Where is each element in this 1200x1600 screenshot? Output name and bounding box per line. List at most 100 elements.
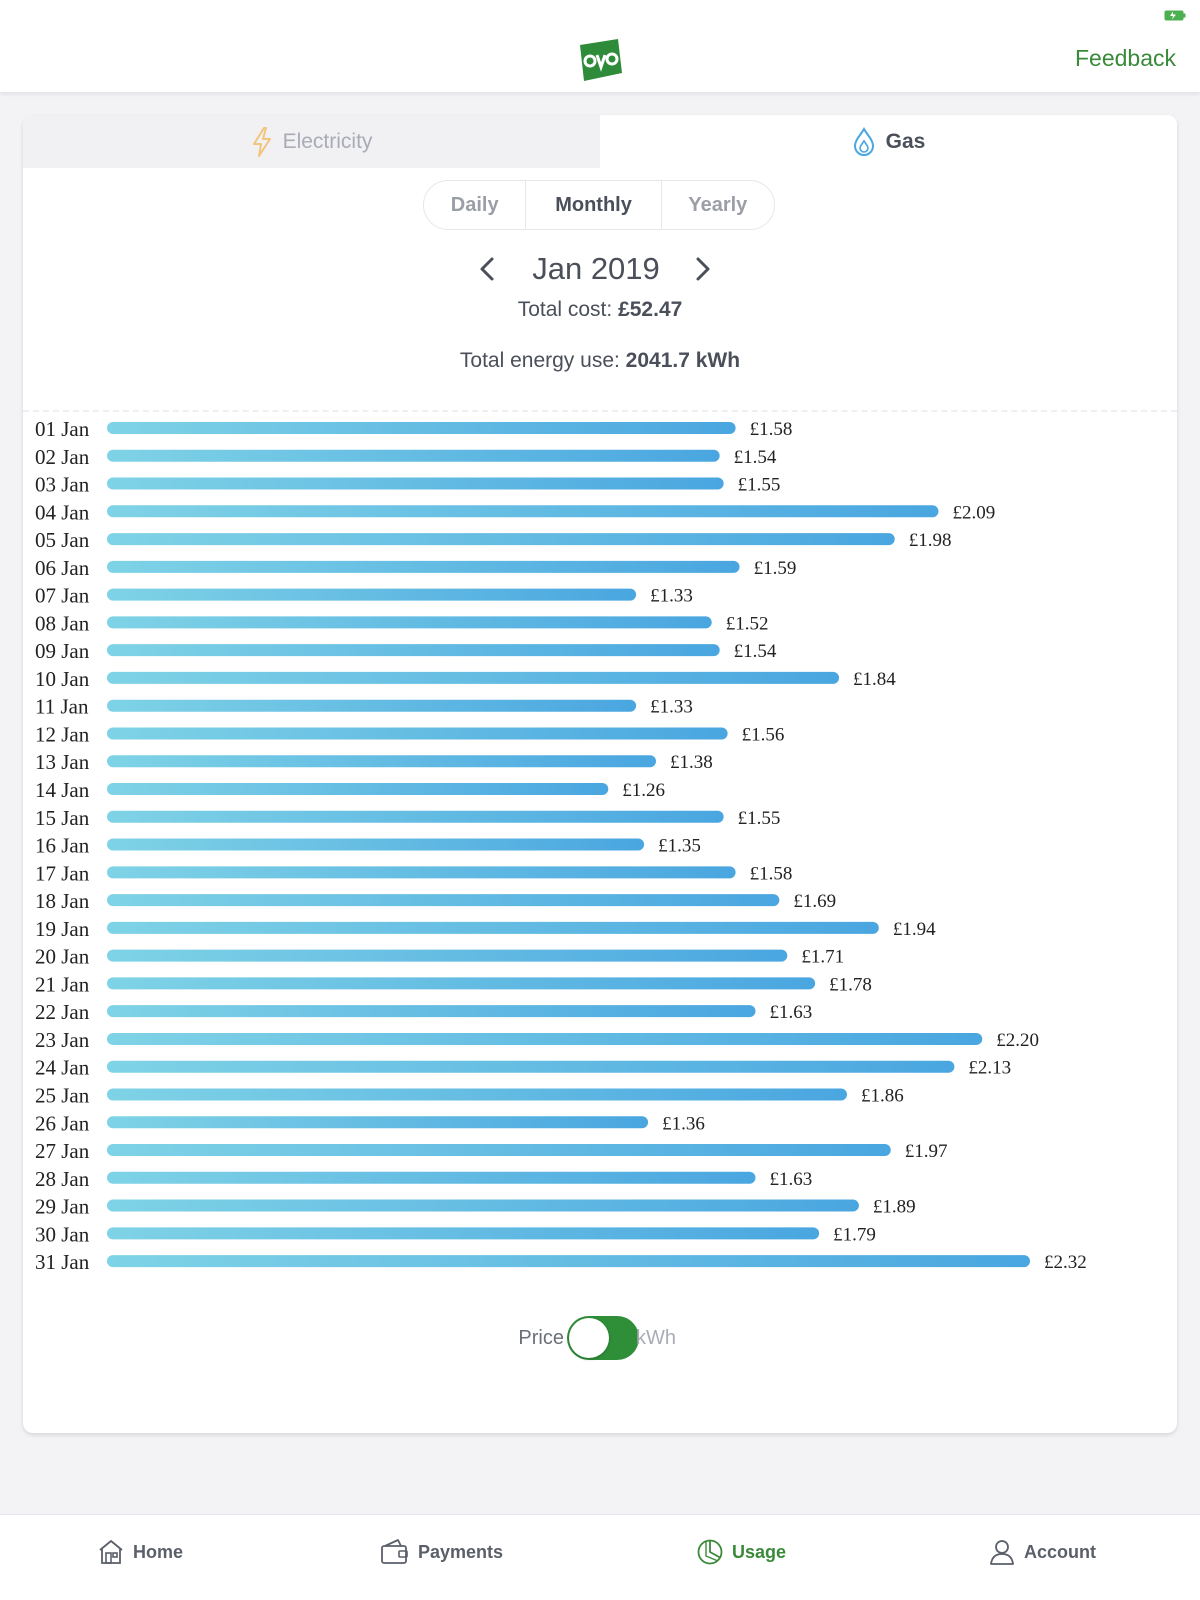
- bottom-navigation: Home Payments Usage Account: [0, 1514, 1200, 1600]
- bar[interactable]: [107, 977, 816, 990]
- lightning-icon: [252, 126, 271, 157]
- bar[interactable]: [107, 1227, 820, 1240]
- bar[interactable]: [107, 755, 657, 768]
- nav-account[interactable]: Account: [988, 1535, 1096, 1569]
- battery-icon: [1164, 10, 1186, 21]
- bar[interactable]: [107, 477, 724, 490]
- bar-value-label: £2.32: [1044, 1252, 1087, 1273]
- total-energy-label: Total energy use:: [459, 349, 626, 372]
- bar[interactable]: [107, 616, 712, 629]
- bar-value-label: £1.33: [650, 697, 693, 718]
- bar-category-label: 25 Jan: [35, 1083, 90, 1107]
- bar-category-label: 10 Jan: [35, 667, 90, 691]
- bar[interactable]: [107, 671, 840, 684]
- bar-category-label: 02 Jan: [35, 445, 90, 469]
- bar[interactable]: [107, 810, 724, 823]
- bar-value-label: £1.98: [909, 530, 952, 551]
- bar-category-label: 11 Jan: [35, 695, 89, 719]
- month-label: Jan 2019: [532, 251, 660, 286]
- home-icon: [99, 1540, 123, 1564]
- price-kwh-toggle-row: Price kWh: [23, 1315, 1177, 1361]
- bar-category-label: 22 Jan: [35, 1000, 90, 1024]
- bar[interactable]: [107, 894, 780, 907]
- toggle-label-price: Price: [518, 1327, 564, 1349]
- tab-gas[interactable]: Gas: [600, 115, 1177, 168]
- dashed-divider: [23, 410, 1177, 412]
- ovo-logo: [580, 39, 622, 81]
- bar[interactable]: [107, 1032, 983, 1045]
- bar[interactable]: [107, 422, 736, 434]
- feedback-link[interactable]: Feedback: [1074, 45, 1176, 71]
- bar-category-label: 21 Jan: [35, 972, 90, 996]
- total-cost-value: £52.47: [618, 298, 683, 321]
- bar[interactable]: [107, 505, 939, 518]
- bar-value-label: £1.84: [853, 669, 896, 690]
- bar[interactable]: [107, 1171, 756, 1184]
- bar[interactable]: [107, 921, 879, 934]
- bar-category-label: 18 Jan: [35, 889, 90, 913]
- bar-value-label: £1.79: [833, 1224, 876, 1245]
- bar[interactable]: [107, 1144, 891, 1157]
- bar-category-label: 09 Jan: [35, 639, 90, 663]
- daily-cost-bar-chart: 01 Jan £1.58 02 Jan £1.54 03 Jan £1.55 04 Jan £…: [35, 417, 1087, 1274]
- tab-gas-label: Gas: [885, 129, 926, 153]
- tab-electricity[interactable]: Electricity: [23, 115, 600, 168]
- bar-category-label: 03 Jan: [35, 473, 90, 497]
- bar-value-label: £2.09: [952, 502, 995, 523]
- nav-usage[interactable]: Usage: [696, 1535, 786, 1569]
- bar-category-label: 04 Jan: [35, 500, 90, 524]
- bar[interactable]: [107, 727, 728, 740]
- bar[interactable]: [107, 1060, 955, 1073]
- bar-value-label: £2.13: [968, 1058, 1011, 1079]
- flame-drop-icon: [853, 126, 874, 156]
- bar-value-label: £1.71: [801, 947, 844, 968]
- period-selector: Daily Monthly Yearly: [423, 180, 775, 230]
- total-cost-label: Total cost:: [517, 298, 619, 321]
- fuel-tabs: Electricity Gas: [23, 115, 1177, 168]
- bar-value-label: £1.38: [670, 752, 713, 773]
- bar[interactable]: [107, 949, 788, 962]
- bar[interactable]: [107, 644, 720, 657]
- total-energy-value: 2041.7 kWh: [625, 349, 741, 372]
- bar[interactable]: [107, 866, 736, 879]
- month-navigation: Jan 2019: [23, 245, 1177, 293]
- tab-electricity-label: Electricity: [282, 129, 373, 153]
- bar-value-label: £1.55: [738, 475, 781, 496]
- bar-value-label: £1.54: [734, 641, 777, 662]
- bar[interactable]: [107, 1116, 649, 1129]
- bar-value-label: £1.58: [750, 419, 793, 440]
- price-kwh-toggle[interactable]: [567, 1316, 639, 1360]
- period-daily[interactable]: Daily: [450, 193, 499, 216]
- bar[interactable]: [107, 838, 645, 851]
- bar[interactable]: [107, 533, 895, 546]
- period-monthly[interactable]: Monthly: [525, 181, 660, 229]
- nav-usage-label: Usage: [732, 1541, 787, 1562]
- nav-payments[interactable]: Payments: [380, 1535, 503, 1569]
- bar-category-label: 16 Jan: [35, 834, 90, 858]
- period-yearly[interactable]: Yearly: [660, 181, 774, 229]
- bar-category-label: 12 Jan: [35, 722, 90, 746]
- bar-category-label: 28 Jan: [35, 1167, 90, 1191]
- bar-value-label: £1.54: [734, 447, 777, 468]
- bar[interactable]: [107, 1005, 756, 1018]
- bar[interactable]: [107, 560, 740, 573]
- bar-value-label: £1.33: [650, 586, 693, 607]
- bar[interactable]: [107, 449, 720, 462]
- bar-value-label: £1.55: [738, 808, 781, 829]
- nav-home[interactable]: Home: [97, 1535, 183, 1569]
- bar[interactable]: [107, 588, 637, 601]
- bar-value-label: £1.63: [769, 1169, 812, 1190]
- bar-category-label: 17 Jan: [35, 861, 90, 885]
- bar[interactable]: [107, 1088, 847, 1101]
- bar-value-label: £1.35: [658, 836, 701, 857]
- chevron-left-icon[interactable]: [475, 255, 501, 283]
- chevron-right-icon[interactable]: [689, 255, 715, 283]
- bar[interactable]: [107, 1255, 1030, 1268]
- bar[interactable]: [107, 699, 637, 712]
- bar-value-label: £1.97: [905, 1141, 948, 1162]
- bar-category-label: 05 Jan: [35, 528, 90, 552]
- bar[interactable]: [107, 783, 609, 796]
- bar[interactable]: [107, 1199, 859, 1212]
- bar-value-label: £1.58: [750, 863, 793, 884]
- bar-value-label: £1.86: [861, 1085, 904, 1106]
